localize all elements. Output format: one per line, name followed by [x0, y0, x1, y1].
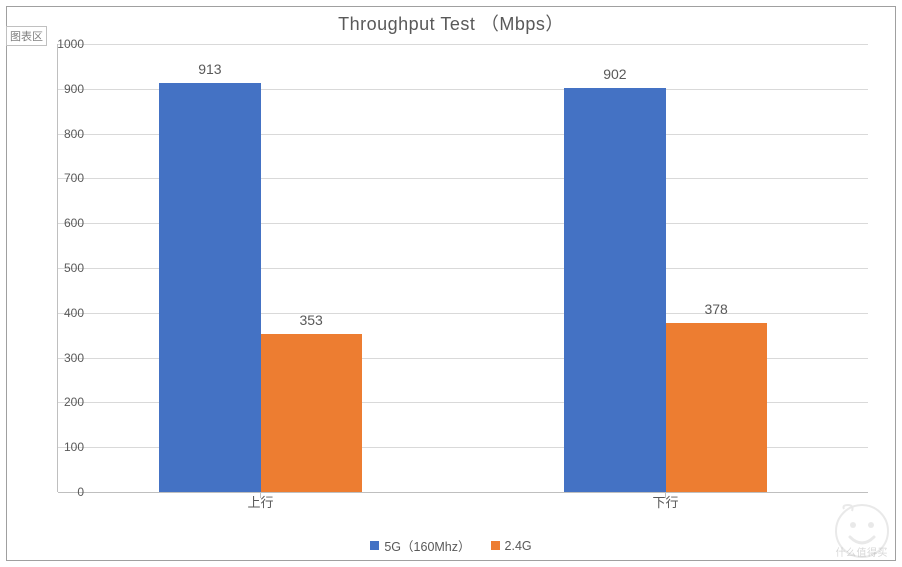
- y-tick-label: 900: [44, 82, 84, 96]
- y-tick-label: 600: [44, 216, 84, 230]
- legend-swatch: [370, 541, 379, 550]
- bar: [159, 83, 260, 492]
- legend-label: 5G（160Mhz）: [384, 536, 470, 555]
- x-tick-label: 下行: [652, 492, 678, 511]
- bar: [261, 334, 362, 492]
- x-axis-line: [58, 492, 868, 493]
- data-label: 902: [603, 66, 626, 88]
- y-tick-label: 300: [44, 351, 84, 365]
- bar: [666, 323, 767, 492]
- plot-area: 913 353 902 378: [58, 44, 868, 492]
- data-label: 353: [299, 312, 322, 334]
- legend-item: 5G（160Mhz）: [370, 536, 470, 555]
- legend-item: 2.4G: [491, 539, 532, 553]
- region-tag: 图表区: [6, 26, 47, 46]
- legend-label: 2.4G: [505, 539, 532, 553]
- y-tick-label: 1000: [44, 37, 84, 51]
- y-tick-label: 500: [44, 261, 84, 275]
- legend: 5G（160Mhz） 2.4G: [0, 536, 902, 555]
- x-tick-label: 上行: [247, 492, 273, 511]
- legend-swatch: [491, 541, 500, 550]
- data-label: 378: [704, 301, 727, 323]
- y-tick-label: 100: [44, 440, 84, 454]
- y-tick-label: 700: [44, 171, 84, 185]
- data-label: 913: [198, 61, 221, 83]
- gridline: [58, 44, 868, 45]
- y-tick-label: 0: [44, 485, 84, 499]
- y-tick-label: 200: [44, 395, 84, 409]
- chart-title: Throughput Test （Mbps）: [0, 10, 902, 36]
- bar: [564, 88, 665, 492]
- y-tick-label: 400: [44, 306, 84, 320]
- y-tick-label: 800: [44, 127, 84, 141]
